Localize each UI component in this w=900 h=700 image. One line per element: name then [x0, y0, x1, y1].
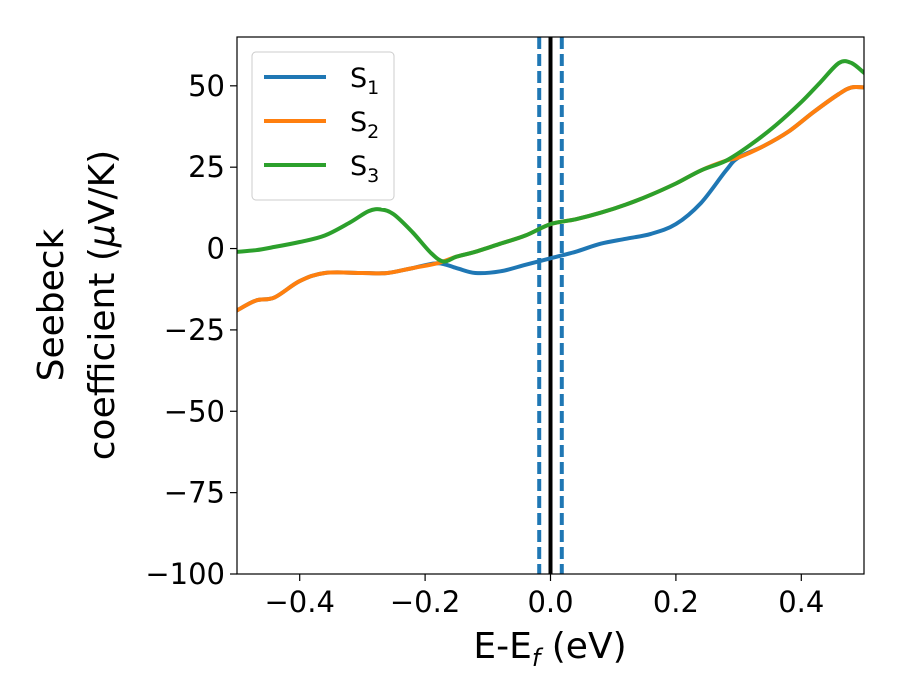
x-axis-label: E-Ef (eV) [473, 626, 626, 672]
x-tick-label: 0.0 [527, 585, 573, 619]
y-axis-label-line2: coefficient (μV/K) [82, 150, 123, 460]
y-tick-label: 0 [207, 232, 225, 266]
legend-label-s2: S2 [350, 107, 379, 143]
legend-label-s3: S3 [350, 151, 379, 187]
series-lines [237, 59, 864, 313]
y-axis-ticks: 50 25 0 −25 −50 −75 −100 [145, 69, 237, 591]
x-tick-label: −0.4 [264, 585, 334, 619]
legend-label-s1: S1 [350, 63, 379, 99]
y-tick-label: −100 [145, 557, 225, 591]
y-tick-label: 25 [188, 150, 225, 184]
reference-lines [537, 37, 564, 574]
x-axis-ticks: −0.4 −0.2 0.0 0.2 0.4 [264, 574, 824, 619]
x-tick-label: 0.4 [778, 585, 824, 619]
y-tick-label: −50 [164, 394, 225, 428]
x-tick-label: −0.2 [390, 585, 460, 619]
series-line-s3 [237, 59, 864, 264]
y-tick-label: −25 [164, 313, 225, 347]
y-tick-label: −75 [164, 476, 225, 510]
legend: S1 S2 S3 [251, 51, 395, 201]
y-axis-label: Seebeck coefficient (μV/K) [31, 150, 123, 460]
x-tick-label: 0.2 [653, 585, 699, 619]
y-axis-label-line1: Seebeck [31, 228, 72, 381]
y-tick-label: 50 [188, 69, 225, 103]
legend-entries: S1 S2 S3 [264, 63, 379, 187]
